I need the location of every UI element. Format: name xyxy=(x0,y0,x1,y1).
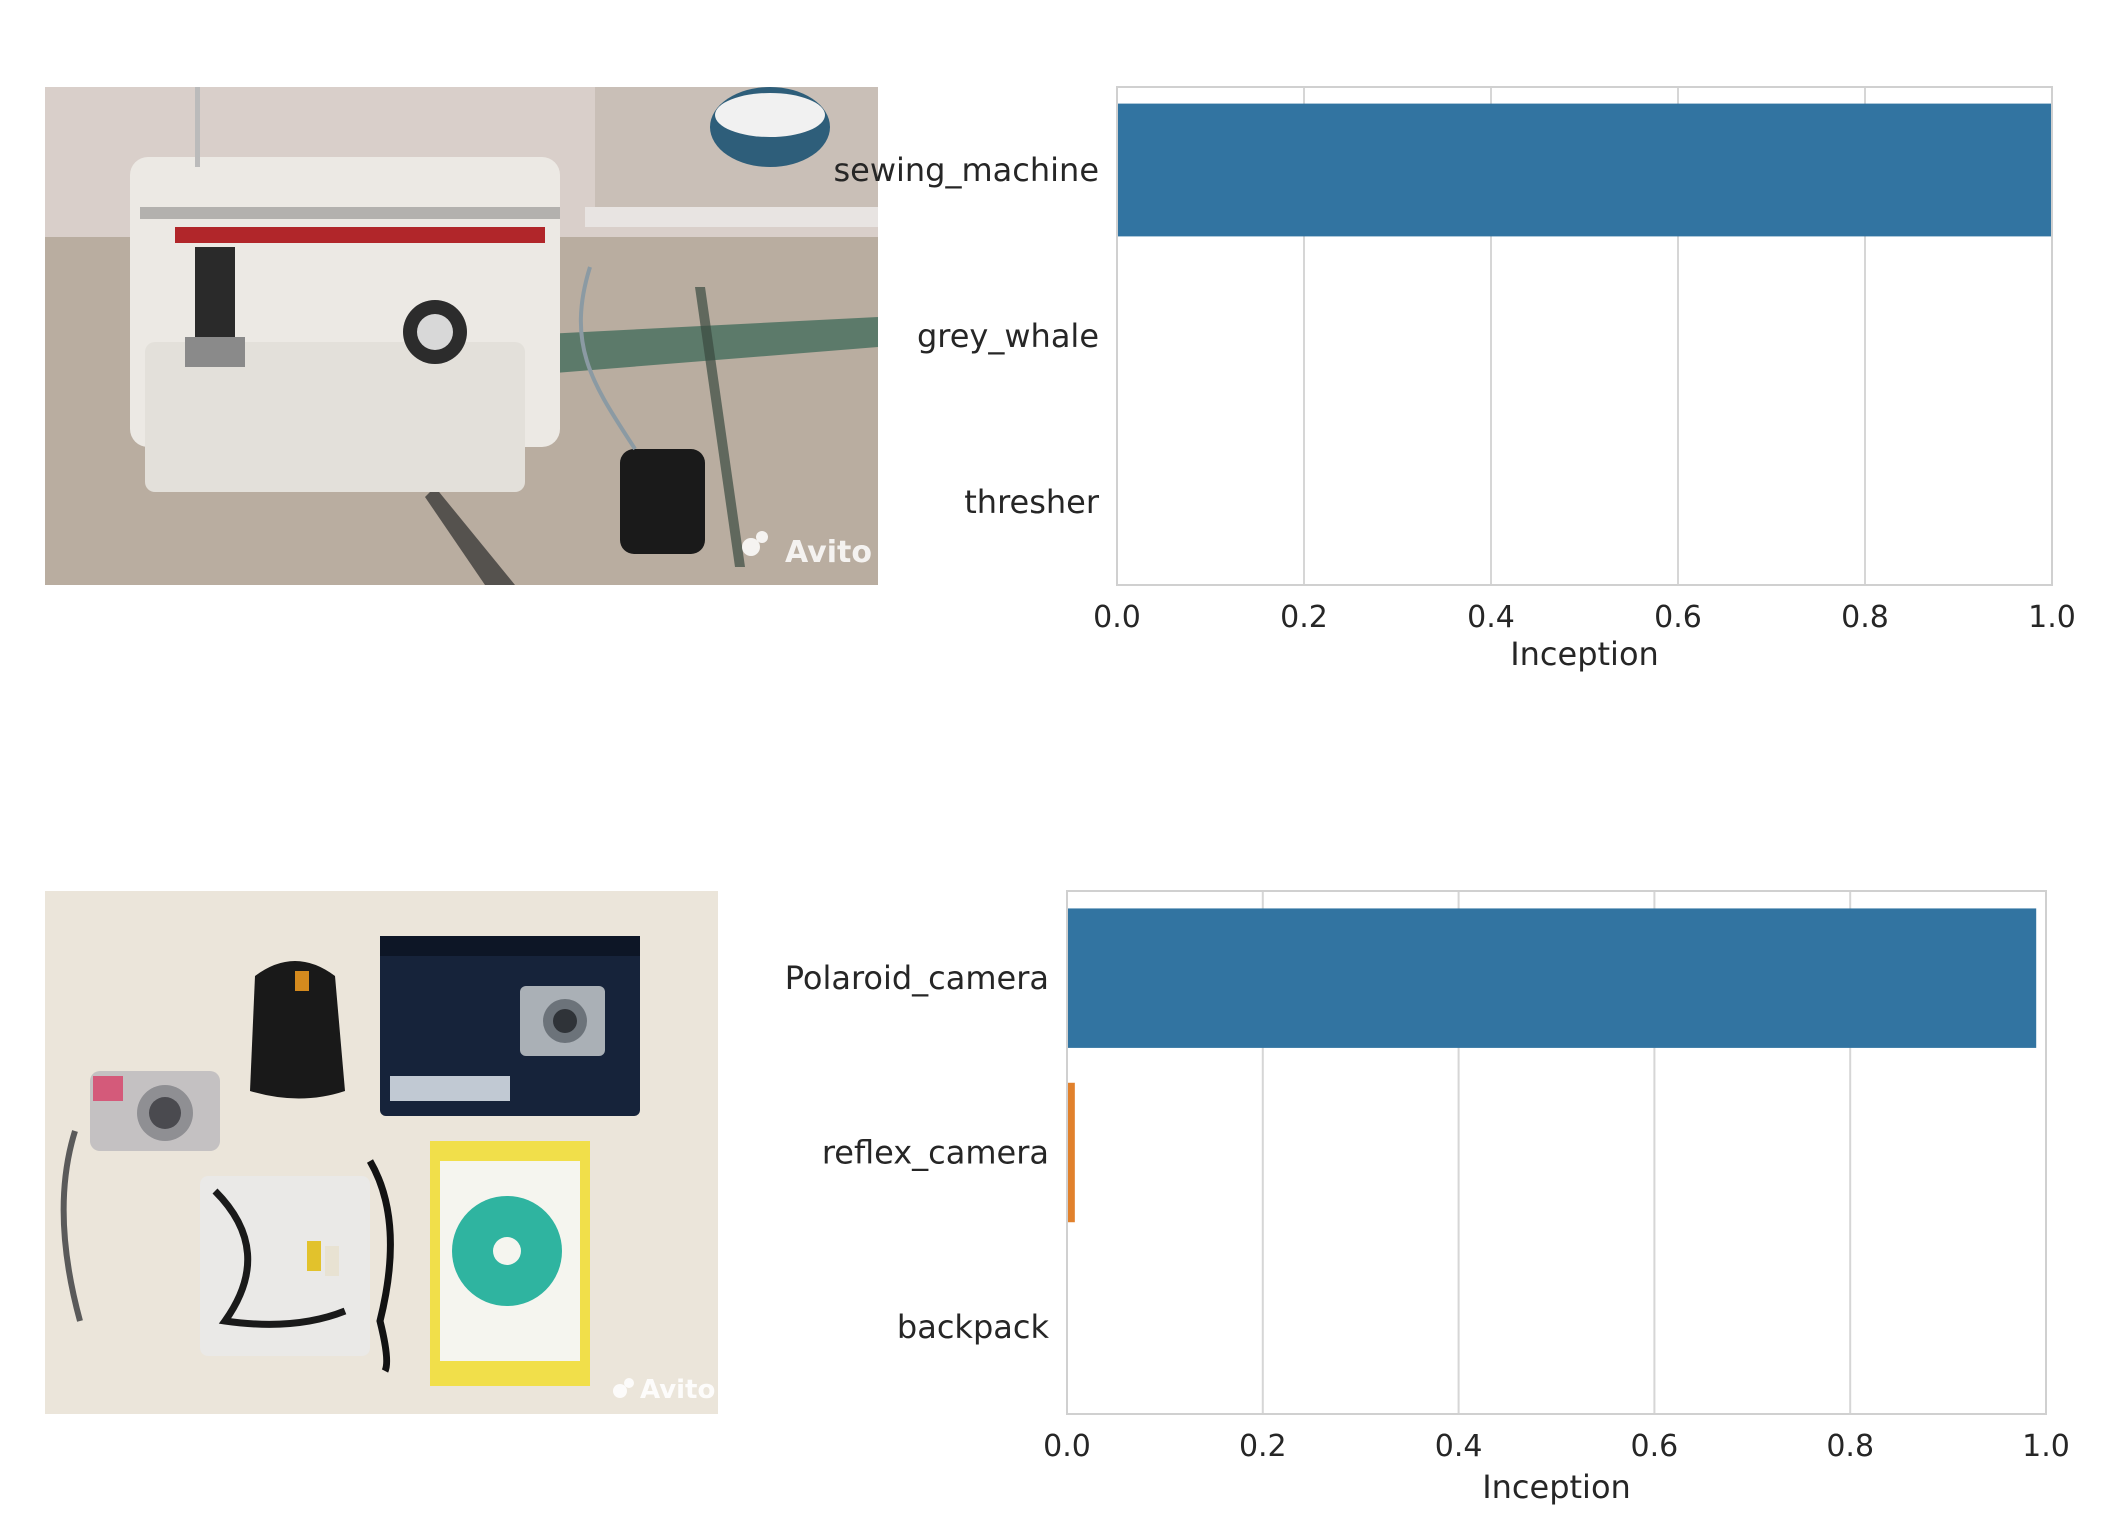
plot-frame xyxy=(1066,890,2047,1415)
x-axis-label: Inception xyxy=(1482,1468,1631,1506)
x-tick-label: 0.8 xyxy=(1826,1429,1874,1464)
watermark-text: Avito xyxy=(785,535,872,570)
x-tick-label: 1.0 xyxy=(2022,1429,2070,1464)
y-tick-label: thresher xyxy=(964,483,1100,521)
x-tick-label: 0.6 xyxy=(1631,1429,1679,1464)
x-tick-label: 0.2 xyxy=(1239,1429,1287,1464)
x-tick-labels: 0.0 0.2 0.4 0.6 0.8 1.0 xyxy=(1093,600,2076,635)
bar xyxy=(1067,908,2037,1048)
y-tick-label: reflex_camera xyxy=(822,1134,1049,1172)
x-tick-label: 0.4 xyxy=(1435,1429,1483,1464)
bars xyxy=(1067,908,2037,1223)
y-tick-labels: Polaroid_camera reflex_camera backpack xyxy=(785,959,1050,1346)
sewing-machine-photo: Avito xyxy=(45,87,878,585)
plot-frame xyxy=(1116,86,2053,586)
x-tick-label: 0.6 xyxy=(1654,600,1702,635)
watermark-text: Avito xyxy=(640,1375,715,1405)
x-tick-label: 1.0 xyxy=(2028,600,2076,635)
x-tick-label: 0.0 xyxy=(1043,1429,1091,1464)
x-tick-labels: 0.0 0.2 0.4 0.6 0.8 1.0 xyxy=(1043,1429,2070,1464)
x-tick-label: 0.2 xyxy=(1280,600,1328,635)
x-tick-label: 0.0 xyxy=(1093,600,1141,635)
y-tick-label: backpack xyxy=(897,1308,1050,1346)
x-tick-label: 0.4 xyxy=(1467,600,1515,635)
y-tick-label: grey_whale xyxy=(917,317,1099,355)
x-axis-label: Inception xyxy=(1510,635,1659,673)
camera-kit-photo: Avito xyxy=(45,891,718,1414)
bars xyxy=(1117,103,2052,237)
bar xyxy=(1117,103,2052,237)
x-tick-label: 0.8 xyxy=(1841,600,1889,635)
y-tick-label: Polaroid_camera xyxy=(785,959,1049,997)
bar xyxy=(1067,1082,1075,1223)
y-tick-label: sewing_machine xyxy=(833,151,1099,189)
y-tick-labels: sewing_machine grey_whale thresher xyxy=(833,151,1099,521)
